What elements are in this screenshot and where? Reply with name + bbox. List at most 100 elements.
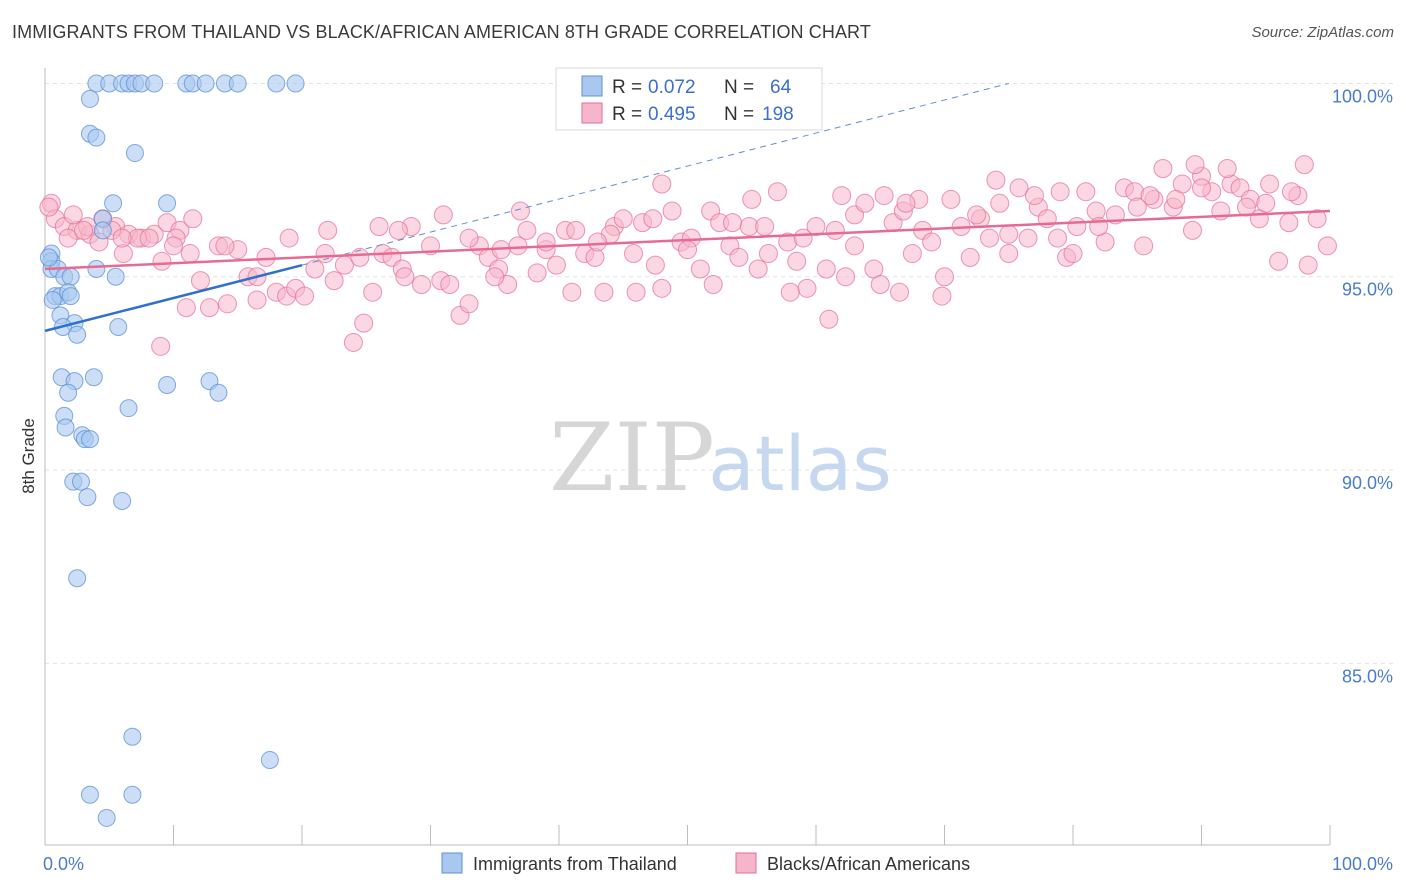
data-point-thailand xyxy=(209,383,228,402)
legend-r-value-blacks: 0.495 xyxy=(648,104,696,125)
data-point-thailand xyxy=(123,785,142,804)
data-point-blacks xyxy=(1279,213,1299,233)
data-point-blacks xyxy=(1009,178,1029,198)
data-point-blacks xyxy=(722,213,742,233)
stats-legend: R = 0.072 N = 64 R = 0.495 N = 198 xyxy=(555,67,823,131)
data-point-blacks xyxy=(183,209,203,229)
data-point-thailand xyxy=(106,267,125,286)
data-point-blacks xyxy=(1086,201,1106,221)
legend-n-value-thailand: 64 xyxy=(770,77,792,98)
data-point-blacks xyxy=(758,244,778,264)
data-point-blacks xyxy=(363,282,383,302)
data-point-thailand xyxy=(80,89,99,108)
data-point-blacks xyxy=(594,282,614,302)
data-point-blacks xyxy=(678,240,697,260)
data-point-blacks xyxy=(388,220,408,240)
data-point-thailand xyxy=(43,290,62,309)
y-tick-label: 85.0% xyxy=(1342,666,1393,686)
data-point-blacks xyxy=(527,263,547,283)
data-point-blacks xyxy=(626,282,646,302)
y-tick-label: 90.0% xyxy=(1342,473,1393,493)
source-label: Source: ZipAtlas.com xyxy=(1251,24,1394,41)
data-point-blacks xyxy=(819,309,839,329)
y-tick-label: 100.0% xyxy=(1332,86,1393,106)
data-point-blacks xyxy=(932,286,952,306)
data-point-blacks xyxy=(767,182,787,202)
data-point-blacks xyxy=(510,201,530,221)
data-point-thailand xyxy=(80,430,99,449)
x-tick-label-max: 100.0% xyxy=(1332,854,1393,874)
data-point-blacks xyxy=(546,255,566,275)
legend-n-value-blacks: 198 xyxy=(762,104,794,125)
data-point-blacks xyxy=(1217,159,1237,179)
data-point-blacks xyxy=(836,267,856,287)
data-point-blacks xyxy=(433,205,453,225)
data-point-blacks xyxy=(645,255,665,275)
data-point-blacks xyxy=(343,332,363,352)
data-point-blacks xyxy=(176,298,196,318)
data-point-blacks xyxy=(369,216,389,236)
data-point-blacks xyxy=(1260,174,1280,194)
data-point-thailand xyxy=(119,399,138,418)
data-point-blacks xyxy=(279,228,299,248)
data-point-thailand xyxy=(56,418,75,437)
legend-r-value-thailand: 0.072 xyxy=(648,77,696,98)
data-point-blacks xyxy=(354,313,374,333)
data-point-blacks xyxy=(412,274,432,294)
trend-line-blacks xyxy=(44,209,1331,271)
data-point-thailand xyxy=(109,318,128,336)
legend-swatch-thailand xyxy=(581,75,603,97)
data-point-blacks xyxy=(1281,182,1301,202)
data-point-blacks xyxy=(1294,155,1314,175)
data-point-thailand xyxy=(61,267,80,286)
data-point-blacks xyxy=(690,259,710,279)
data-point-blacks xyxy=(1192,178,1211,198)
bottom-legend-swatch-thailand xyxy=(441,852,463,874)
data-point-blacks xyxy=(703,274,723,294)
data-point-blacks xyxy=(536,232,556,252)
data-point-blacks xyxy=(566,220,586,240)
data-point-blacks xyxy=(1127,197,1147,217)
data-point-blacks xyxy=(797,278,817,298)
bottom-legend-label-blacks: Blacks/African Americans xyxy=(767,854,970,874)
data-point-blacks xyxy=(967,205,987,225)
data-point-blacks xyxy=(999,244,1019,264)
data-point-blacks xyxy=(1050,182,1070,202)
data-point-blacks xyxy=(1153,159,1173,179)
series-thailand-points xyxy=(39,74,305,827)
bottom-legend-label-thailand: Immigrants from Thailand xyxy=(473,854,677,874)
data-point-blacks xyxy=(74,220,94,240)
data-point-blacks xyxy=(832,186,852,206)
data-point-blacks xyxy=(39,197,59,217)
series-legend: Immigrants from Thailand Blacks/African … xyxy=(441,852,970,874)
data-point-thailand xyxy=(104,194,123,213)
data-point-blacks xyxy=(440,274,460,294)
data-point-blacks xyxy=(1140,186,1160,206)
data-point-blacks xyxy=(999,224,1019,244)
data-point-blacks xyxy=(1048,228,1068,248)
data-point-blacks xyxy=(922,232,942,252)
data-point-thailand xyxy=(228,74,247,93)
data-point-blacks xyxy=(1185,155,1205,175)
data-point-blacks xyxy=(164,236,183,256)
watermark-atlas: atlas xyxy=(708,419,892,508)
y-tick-label: 95.0% xyxy=(1342,280,1393,300)
data-point-thailand xyxy=(61,287,80,306)
data-point-thailand xyxy=(87,260,106,279)
data-point-blacks xyxy=(152,251,172,271)
data-point-blacks xyxy=(305,259,325,279)
trend-line-thailand xyxy=(44,263,303,333)
x-tick-label-min: 0.0% xyxy=(43,854,84,874)
data-point-blacks xyxy=(1134,236,1154,256)
data-point-blacks xyxy=(806,216,826,236)
data-point-blacks xyxy=(896,193,916,213)
data-point-blacks xyxy=(825,220,845,240)
data-point-thailand xyxy=(84,368,103,387)
data-point-thailand xyxy=(39,248,58,267)
data-point-blacks xyxy=(643,209,663,229)
data-point-blacks xyxy=(112,228,132,248)
data-point-blacks xyxy=(613,209,633,229)
data-point-thailand xyxy=(125,144,144,163)
data-point-blacks xyxy=(1183,220,1203,240)
data-point-blacks xyxy=(1317,236,1337,256)
